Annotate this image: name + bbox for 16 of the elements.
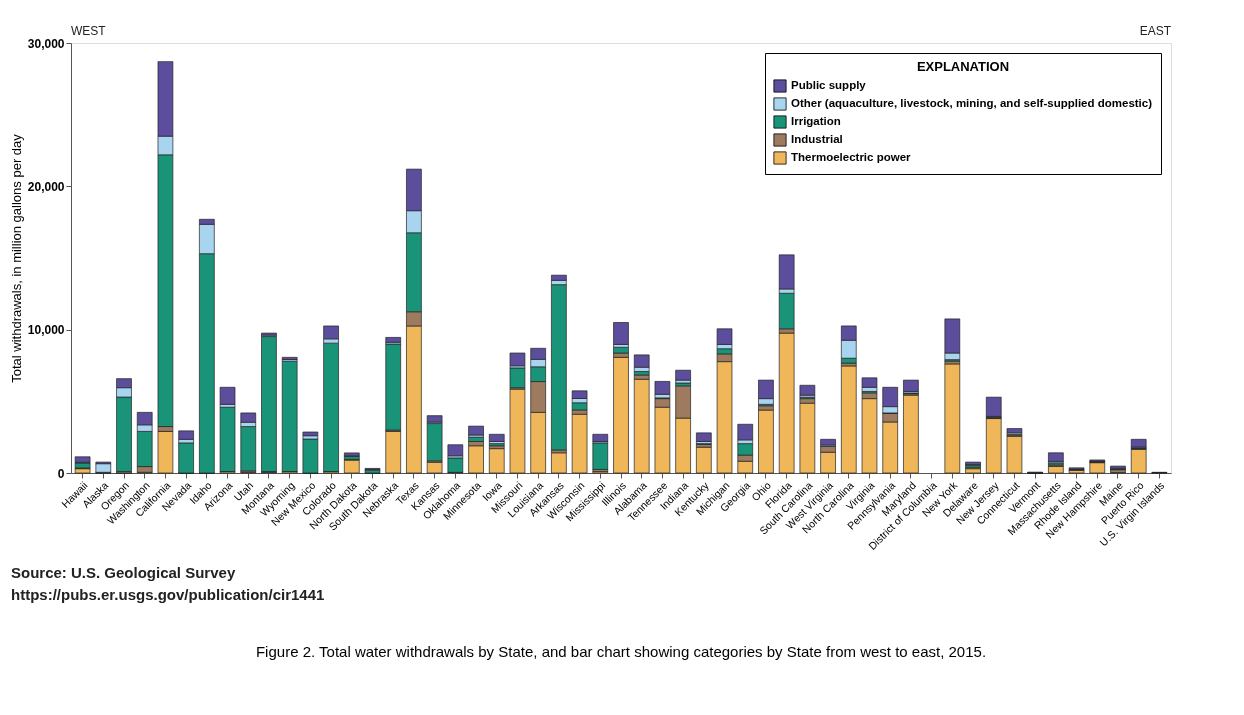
text: EAST: [1139, 24, 1172, 38]
legend-label: Irrigation: [791, 115, 841, 127]
legend-title: EXPLANATION: [916, 59, 1010, 74]
legend-label: Industrial: [791, 133, 843, 145]
legend-label: Other (aquaculture, livestock, mining, and self-supplied domestic): [791, 97, 1153, 109]
text: Figure 2. Total water withdrawals by State, and bar chart showing categories by State from west to east, 2015.: [255, 643, 987, 660]
y-tick-label: 10,000: [27, 323, 65, 338]
text: WEST: [71, 24, 107, 38]
legend-label: Thermoelectric power: [791, 151, 912, 163]
source-note: Source: U.S. Geological Survey: [11, 564, 236, 581]
y-axis-title: Total withdrawals, in million gallons per day: [8, 133, 24, 383]
text: https://pubs.er.usgs.gov/publication/cir1441: [11, 586, 325, 603]
legend-label: Public supply: [791, 79, 867, 91]
y-tick-label: 0: [57, 466, 65, 481]
y-tick-label: 20,000: [27, 179, 65, 194]
y-tick-label: 30,000: [27, 36, 65, 51]
